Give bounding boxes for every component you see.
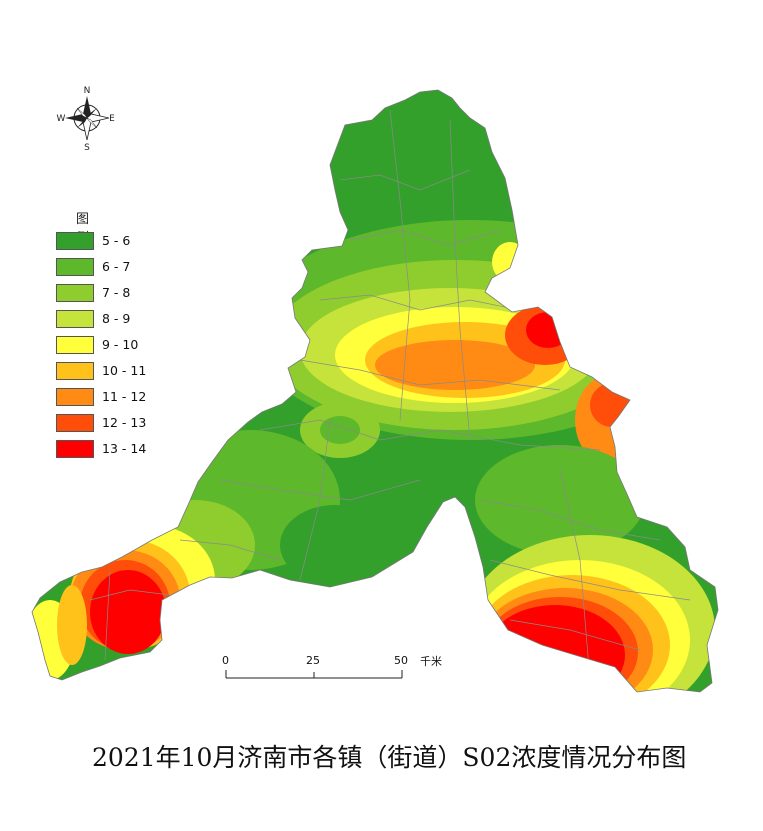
- compass-rose-icon: N S E W: [57, 86, 116, 153]
- compass-n-label: N: [84, 86, 91, 96]
- legend-label: 12 - 13: [102, 415, 147, 430]
- legend-swatch: [56, 336, 94, 354]
- band-6-7-southeast: [475, 445, 645, 555]
- scale-tick-50: 50: [394, 654, 408, 667]
- scale-bar: [225, 670, 403, 679]
- band-10-11-west-tip: [57, 585, 87, 665]
- legend-label: 6 - 7: [102, 259, 131, 274]
- legend-swatch: [56, 440, 94, 458]
- legend-label: 13 - 14: [102, 441, 147, 456]
- band-12-13-east: [590, 383, 634, 427]
- scale-unit: 千米: [420, 655, 442, 668]
- band-13-14-west: [90, 570, 166, 654]
- compass-w-label: W: [57, 114, 66, 124]
- compass-s-label: S: [84, 143, 90, 153]
- legend-swatch: [56, 258, 94, 276]
- legend-label: 8 - 9: [102, 311, 131, 326]
- legend-label: 5 - 6: [102, 233, 131, 248]
- legend-label: 7 - 8: [102, 285, 131, 300]
- legend-swatch: [56, 232, 94, 250]
- band-11-12-north: [375, 340, 535, 390]
- region-outline: [31, 89, 719, 693]
- legend-swatch: [56, 388, 94, 406]
- scale-tick-0: 0: [222, 654, 229, 667]
- compass-e-label: E: [109, 114, 115, 124]
- band-9-10-northeast: [492, 242, 528, 282]
- legend-label: 11 - 12: [102, 389, 147, 404]
- legend-label: 10 - 11: [102, 363, 147, 378]
- map-title: 2021年10月济南市各镇（街道）S02浓度情况分布图: [92, 743, 687, 772]
- scale-tick-25: 25: [306, 654, 320, 667]
- legend-swatch: [56, 362, 94, 380]
- legend-label: 9 - 10: [102, 337, 139, 352]
- band-5-6-south: [280, 505, 390, 585]
- band-13-14-northeast: [526, 312, 570, 348]
- legend-swatch: [56, 284, 94, 302]
- district-boundaries: [89, 109, 691, 681]
- band-13-14-southeast: [485, 605, 625, 692]
- legend-swatch: [56, 414, 94, 432]
- legend-swatch: [56, 310, 94, 328]
- band-6-7-center: [320, 416, 360, 444]
